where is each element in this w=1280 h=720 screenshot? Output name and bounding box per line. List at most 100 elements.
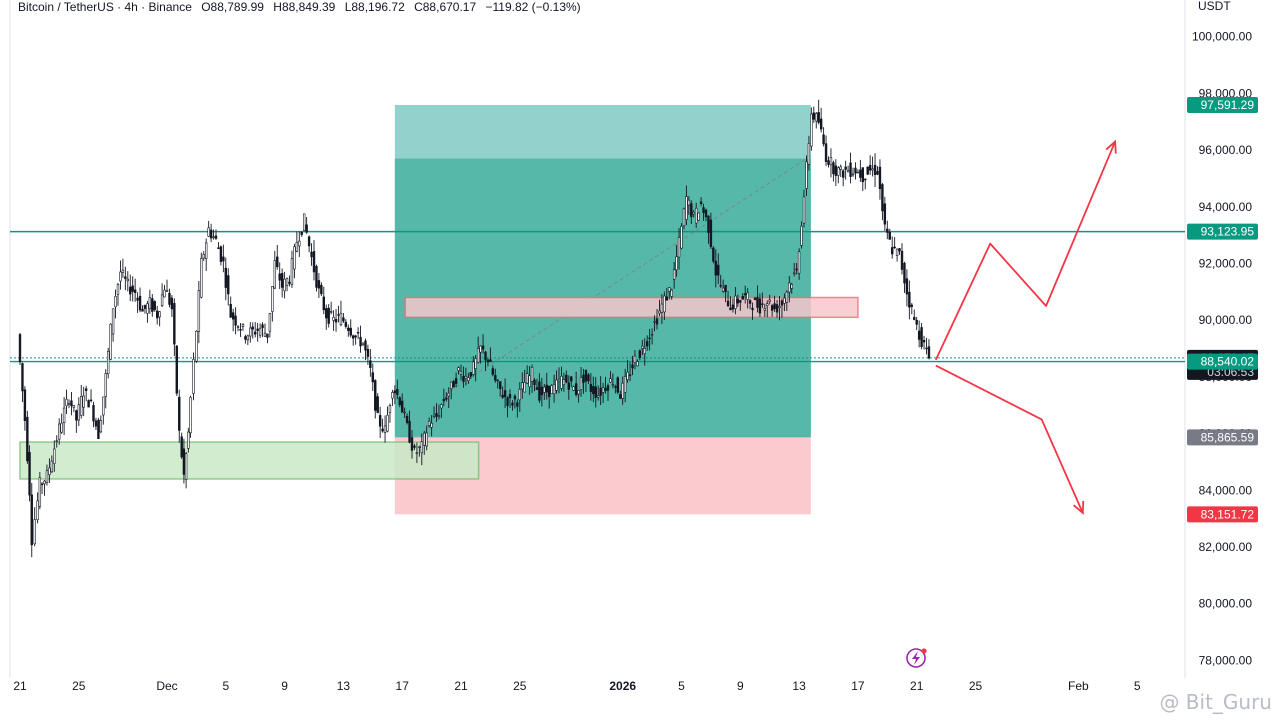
candle-body — [234, 315, 237, 326]
level-price-tag-lower: 88,540.02 — [1201, 355, 1255, 369]
candle-body — [668, 287, 671, 292]
projection-down-arrow-head — [1073, 500, 1085, 515]
candle-body — [317, 280, 321, 289]
y-tick-label: 96,000.00 — [1199, 143, 1253, 157]
candle-body — [663, 295, 666, 313]
y-tick-label: 100,000.00 — [1192, 30, 1252, 44]
candle-body — [138, 295, 142, 311]
candle-body — [285, 278, 289, 286]
candle-body — [89, 399, 93, 402]
candle-body — [812, 112, 816, 120]
candle-body — [694, 207, 698, 224]
candle-body — [805, 161, 808, 189]
candle-body — [312, 251, 316, 273]
candle-body — [114, 296, 117, 308]
candle-body — [356, 332, 360, 334]
candle-body — [469, 372, 472, 377]
candle-body — [582, 374, 585, 383]
symbol-label[interactable]: Bitcoin / TetherUS · 4h · Binance — [18, 0, 192, 14]
candle-body — [702, 207, 705, 213]
candle-body — [917, 330, 921, 340]
candle-body — [699, 201, 703, 204]
candle-body — [102, 396, 105, 416]
candle-body — [638, 350, 642, 358]
x-tick-label: 21 — [13, 679, 27, 693]
candle-body — [447, 392, 450, 397]
candle-body — [682, 208, 686, 227]
candle-body — [104, 373, 107, 397]
candle-body — [427, 420, 431, 426]
candle-body — [854, 167, 857, 174]
candle-body — [156, 310, 159, 319]
candle-body — [227, 275, 230, 295]
position-dashed-path — [449, 155, 812, 392]
candle-body — [751, 307, 754, 311]
candle-body — [697, 212, 700, 221]
candle-body — [72, 405, 76, 408]
candle-body — [369, 360, 372, 368]
candle-body — [508, 393, 512, 399]
candle-body — [200, 258, 203, 298]
candle-body — [298, 240, 301, 247]
candle-body — [325, 308, 328, 319]
candle-body — [660, 303, 664, 313]
low-value: L88,196.72 — [344, 0, 405, 14]
candle-body — [449, 381, 453, 389]
candle-body — [883, 203, 887, 225]
candles — [18, 99, 931, 558]
candle-body — [856, 171, 860, 174]
candle-body — [910, 304, 914, 307]
candle-body — [320, 284, 323, 295]
candle-body — [329, 311, 333, 313]
candle-body — [550, 385, 553, 394]
candle-body — [800, 225, 803, 246]
candle-body — [837, 167, 840, 176]
candle-body — [454, 378, 458, 384]
candle-body — [908, 291, 911, 308]
x-tick-label: 13 — [337, 679, 351, 693]
candle-body — [153, 301, 156, 311]
candle-body — [349, 327, 352, 336]
supply-zone — [404, 296, 859, 319]
candle-body — [893, 246, 896, 249]
candle-body — [151, 298, 154, 312]
y-tick-label: 98,000.00 — [1199, 86, 1253, 100]
candle-body — [217, 247, 220, 249]
candle-body — [197, 290, 201, 332]
chart-header: Bitcoin / TetherUS · 4h · Binance O88,78… — [18, 0, 587, 14]
candle-body — [685, 196, 688, 220]
lightning-icon — [906, 648, 926, 668]
y-tick-label: 78,000.00 — [1199, 653, 1253, 667]
candle-body — [173, 303, 176, 345]
candle-body — [648, 337, 651, 340]
candle-body — [195, 330, 198, 362]
candle-body — [97, 419, 100, 440]
candle-body — [619, 394, 622, 399]
candle-body — [307, 236, 311, 247]
candle-body — [721, 287, 725, 292]
target-price-tag-bg — [1187, 96, 1258, 113]
candle-body — [435, 413, 438, 417]
candle-body — [342, 317, 345, 322]
candle-body — [540, 386, 544, 396]
candle-body — [344, 321, 348, 327]
candle-body — [43, 480, 46, 485]
candle-body — [94, 420, 98, 427]
candle-body — [592, 386, 595, 395]
x-tick-label: 17 — [396, 679, 410, 693]
candle-body — [420, 441, 423, 454]
candle-body — [244, 336, 247, 340]
candle-body — [36, 500, 39, 521]
candle-body — [616, 377, 620, 393]
candle-body — [241, 323, 245, 327]
candle-body — [437, 415, 441, 417]
candle-body — [501, 394, 504, 398]
candle-body — [184, 453, 188, 480]
candle-body — [741, 296, 744, 300]
candle-body — [704, 209, 708, 218]
candle-body — [310, 251, 313, 258]
candle-body — [60, 422, 63, 433]
candle-body — [739, 300, 742, 303]
candle-body — [55, 440, 58, 442]
